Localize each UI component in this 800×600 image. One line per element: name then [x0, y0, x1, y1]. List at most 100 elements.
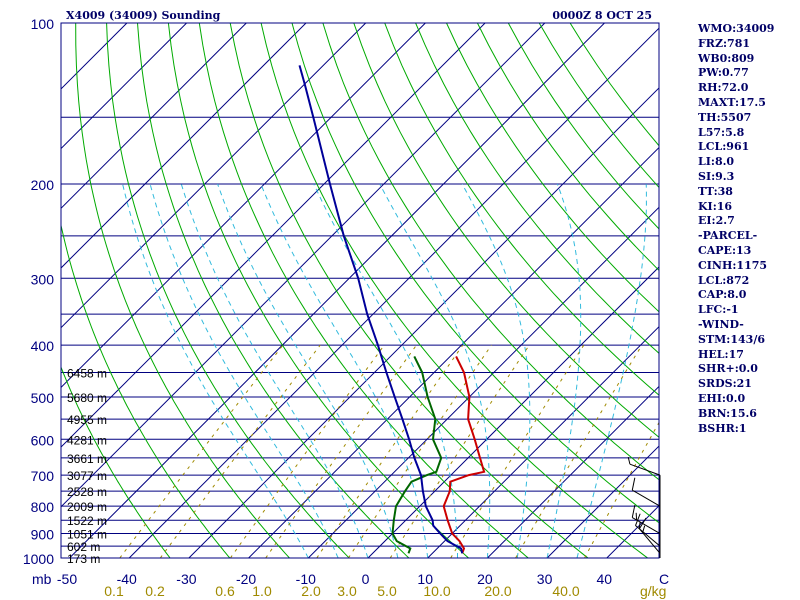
wind-barb-flag: [627, 457, 631, 465]
isotherm--80: [61, 23, 426, 389]
dry-adiabat-330: [291, 23, 659, 524]
pressure-tick-label: 500: [31, 390, 55, 406]
temperature-tick-label: -30: [176, 571, 196, 587]
time-title: 0000Z 8 OCT 25: [552, 9, 652, 22]
dewpoint-line: [391, 355, 443, 554]
index-item: MAXT:17.5: [698, 95, 766, 109]
dry-adiabat-380: [446, 23, 659, 313]
wind-barb-flag: [638, 521, 641, 529]
wind-barb-800: [632, 489, 661, 507]
dry-adiabat-310: [229, 23, 589, 558]
index-item: CAPE:13: [698, 243, 752, 257]
pressure-tick-label: 700: [31, 468, 55, 484]
pressure-tick-label: 100: [31, 16, 55, 32]
dry-adiabat-350: [353, 23, 659, 438]
index-item: TH:5507: [698, 110, 752, 124]
dry-adiabat-370: [415, 23, 659, 355]
isotherm--70: [61, 23, 486, 448]
isotherm-20: [487, 385, 659, 558]
dry-adiabat-360: [384, 23, 659, 396]
index-item: STM:143/6: [698, 332, 765, 346]
pressure-tick-label: 600: [31, 432, 55, 448]
height-label: 4955 m: [67, 413, 107, 427]
mixing-ratio-tick-label: 20.0: [484, 583, 511, 599]
index-item: PW:0.77: [698, 66, 749, 80]
height-label: 3077 m: [67, 469, 107, 483]
mixing-ratio-tick-label: 10.0: [423, 583, 450, 599]
unit-label: mb: [32, 571, 52, 587]
isotherm--40: [128, 27, 659, 558]
wind-barb-900: [632, 517, 661, 534]
isotherm--50: [69, 23, 605, 558]
isotherm--90: [61, 23, 367, 329]
mixing-ratio-tick-label: 0.2: [145, 583, 165, 599]
station-title: X4009 (34009) Sounding: [66, 9, 221, 22]
wind-barb-flag: [631, 505, 636, 518]
isotherm-10: [427, 325, 659, 558]
index-item: FRZ:781: [698, 36, 751, 50]
pressure-tick-label: 800: [31, 499, 55, 515]
temperature-line: [442, 355, 486, 554]
isotherm-0: [367, 266, 659, 558]
dry-adiabat-270: [106, 23, 350, 558]
index-item: LI:8.0: [698, 155, 735, 169]
moist-adiabat--10: [122, 183, 309, 558]
gkg-unit-label: g/kg: [640, 583, 666, 599]
height-label: 1522 m: [67, 514, 107, 528]
index-item: LFC:-1: [698, 303, 739, 317]
pressure-tick-label: 400: [31, 338, 55, 354]
dry-adiabat-260: [75, 23, 291, 558]
index-item: WB0:809: [698, 51, 755, 65]
parcel-line: [298, 65, 464, 554]
index-item: CINH:1175: [698, 258, 768, 272]
mixing-ratio-tick-label: 0.6: [215, 583, 235, 599]
index-item: LCL:872: [698, 273, 750, 287]
index-item: -WIND-: [698, 317, 744, 331]
sounding-lines: [298, 65, 486, 554]
mixing-ratio-line-20: [515, 344, 643, 558]
height-label: 1051 m: [67, 528, 107, 542]
dry-adiabat-340: [322, 23, 659, 481]
dry-adiabat-320: [260, 23, 649, 558]
temperature-tick-label: 10: [417, 571, 433, 587]
index-item: EHI:0.0: [698, 391, 746, 405]
temperature-tick-label: 30: [537, 571, 553, 587]
moist-adiabat-20: [379, 183, 491, 558]
mixing-ratio-tick-label: 0.1: [104, 583, 124, 599]
index-item: -PARCEL-: [698, 229, 758, 243]
pressure-tick-label: 300: [31, 271, 55, 287]
mixing-ratio-tick-label: 40.0: [552, 583, 579, 599]
index-item: TT:38: [698, 184, 733, 198]
mixing-ratio-tick-label: 5.0: [377, 583, 397, 599]
isotherm--20: [248, 146, 659, 558]
height-label: 6458 m: [67, 366, 107, 380]
mixing-ratio-line-2: [316, 344, 464, 558]
isotherm--110: [61, 23, 247, 210]
moist-adiabat-10: [260, 183, 429, 558]
isotherm--120: [61, 23, 187, 150]
height-label: 4281 m: [67, 433, 107, 447]
moist-adiabat-30: [546, 183, 582, 558]
pressure-tick-label: 1000: [23, 551, 54, 567]
temperature-tick-label: -10: [296, 571, 316, 587]
height-label: 2528 m: [67, 485, 107, 499]
temperature-tick-label: 0: [362, 571, 370, 587]
index-item: SRDS:21: [698, 377, 752, 391]
height-label: 602 m: [67, 540, 100, 554]
temperature-tick-label: -40: [117, 571, 137, 587]
moist-adiabat-15: [313, 183, 459, 558]
temperature-tick-label: -50: [57, 571, 77, 587]
moist-adiabat--5: [149, 183, 339, 558]
dry-adiabat-240: [61, 365, 171, 558]
index-item: KI:16: [698, 199, 733, 213]
wind-barb-flag: [635, 513, 641, 526]
mixing-ratio-line-5: [389, 344, 530, 558]
sounding-indices: WMO:34009 FRZ:781 WB0:809 PW:0.77 RH:72.0 MAX…: [698, 22, 798, 436]
dry-adiabat-300: [198, 23, 530, 558]
wind-barb-flag: [631, 477, 636, 491]
index-item: WMO:34009: [698, 22, 775, 35]
isotherm-30: [546, 445, 659, 558]
temperature-tick-label: 20: [477, 571, 493, 587]
